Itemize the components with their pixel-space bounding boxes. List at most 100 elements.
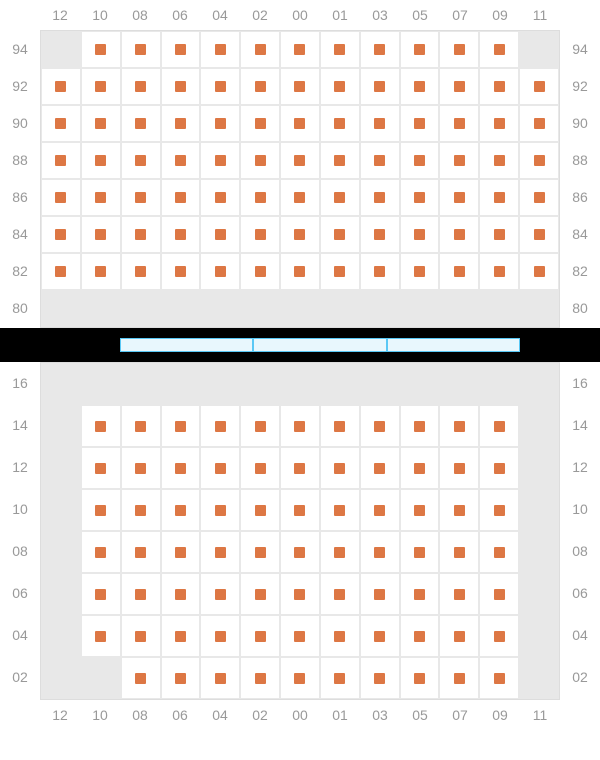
occupied-slot[interactable] (479, 531, 519, 573)
occupied-slot[interactable] (280, 179, 320, 216)
occupied-slot[interactable] (200, 216, 240, 253)
occupied-slot[interactable] (400, 615, 440, 657)
occupied-slot[interactable] (360, 405, 400, 447)
occupied-slot[interactable] (161, 489, 201, 531)
occupied-slot[interactable] (81, 531, 121, 573)
occupied-slot[interactable] (280, 615, 320, 657)
occupied-slot[interactable] (161, 405, 201, 447)
occupied-slot[interactable] (280, 531, 320, 573)
occupied-slot[interactable] (400, 657, 440, 699)
occupied-slot[interactable] (121, 657, 161, 699)
occupied-slot[interactable] (400, 31, 440, 68)
occupied-slot[interactable] (240, 447, 280, 489)
occupied-slot[interactable] (360, 573, 400, 615)
occupied-slot[interactable] (121, 179, 161, 216)
occupied-slot[interactable] (121, 216, 161, 253)
occupied-slot[interactable] (400, 105, 440, 142)
occupied-slot[interactable] (41, 68, 81, 105)
occupied-slot[interactable] (320, 68, 360, 105)
occupied-slot[interactable] (41, 253, 81, 290)
occupied-slot[interactable] (519, 253, 559, 290)
occupied-slot[interactable] (479, 31, 519, 68)
occupied-slot[interactable] (200, 531, 240, 573)
occupied-slot[interactable] (200, 405, 240, 447)
occupied-slot[interactable] (200, 447, 240, 489)
occupied-slot[interactable] (81, 31, 121, 68)
occupied-slot[interactable] (479, 216, 519, 253)
occupied-slot[interactable] (200, 31, 240, 68)
occupied-slot[interactable] (81, 489, 121, 531)
occupied-slot[interactable] (161, 253, 201, 290)
occupied-slot[interactable] (121, 142, 161, 179)
occupied-slot[interactable] (240, 253, 280, 290)
occupied-slot[interactable] (439, 31, 479, 68)
occupied-slot[interactable] (161, 31, 201, 68)
occupied-slot[interactable] (41, 179, 81, 216)
occupied-slot[interactable] (81, 216, 121, 253)
occupied-slot[interactable] (439, 68, 479, 105)
occupied-slot[interactable] (161, 105, 201, 142)
occupied-slot[interactable] (121, 447, 161, 489)
occupied-slot[interactable] (280, 489, 320, 531)
occupied-slot[interactable] (360, 68, 400, 105)
occupied-slot[interactable] (360, 142, 400, 179)
occupied-slot[interactable] (320, 615, 360, 657)
occupied-slot[interactable] (360, 105, 400, 142)
occupied-slot[interactable] (360, 489, 400, 531)
occupied-slot[interactable] (479, 179, 519, 216)
occupied-slot[interactable] (400, 405, 440, 447)
occupied-slot[interactable] (400, 216, 440, 253)
occupied-slot[interactable] (479, 105, 519, 142)
occupied-slot[interactable] (161, 531, 201, 573)
occupied-slot[interactable] (81, 105, 121, 142)
occupied-slot[interactable] (400, 573, 440, 615)
occupied-slot[interactable] (439, 253, 479, 290)
occupied-slot[interactable] (81, 405, 121, 447)
occupied-slot[interactable] (240, 405, 280, 447)
occupied-slot[interactable] (41, 105, 81, 142)
occupied-slot[interactable] (280, 657, 320, 699)
occupied-slot[interactable] (519, 105, 559, 142)
occupied-slot[interactable] (240, 68, 280, 105)
occupied-slot[interactable] (81, 447, 121, 489)
occupied-slot[interactable] (240, 489, 280, 531)
occupied-slot[interactable] (439, 179, 479, 216)
occupied-slot[interactable] (81, 253, 121, 290)
occupied-slot[interactable] (400, 447, 440, 489)
occupied-slot[interactable] (479, 68, 519, 105)
occupied-slot[interactable] (320, 657, 360, 699)
occupied-slot[interactable] (439, 447, 479, 489)
occupied-slot[interactable] (400, 68, 440, 105)
occupied-slot[interactable] (81, 68, 121, 105)
occupied-slot[interactable] (439, 573, 479, 615)
occupied-slot[interactable] (439, 105, 479, 142)
occupied-slot[interactable] (121, 405, 161, 447)
occupied-slot[interactable] (41, 216, 81, 253)
occupied-slot[interactable] (519, 142, 559, 179)
occupied-slot[interactable] (200, 68, 240, 105)
occupied-slot[interactable] (320, 142, 360, 179)
occupied-slot[interactable] (400, 142, 440, 179)
occupied-slot[interactable] (400, 531, 440, 573)
occupied-slot[interactable] (240, 31, 280, 68)
occupied-slot[interactable] (360, 179, 400, 216)
occupied-slot[interactable] (280, 31, 320, 68)
occupied-slot[interactable] (161, 68, 201, 105)
occupied-slot[interactable] (200, 142, 240, 179)
occupied-slot[interactable] (240, 105, 280, 142)
occupied-slot[interactable] (479, 405, 519, 447)
occupied-slot[interactable] (320, 216, 360, 253)
occupied-slot[interactable] (41, 142, 81, 179)
occupied-slot[interactable] (121, 31, 161, 68)
occupied-slot[interactable] (280, 405, 320, 447)
occupied-slot[interactable] (320, 179, 360, 216)
occupied-slot[interactable] (81, 615, 121, 657)
occupied-slot[interactable] (161, 216, 201, 253)
occupied-slot[interactable] (200, 489, 240, 531)
occupied-slot[interactable] (161, 615, 201, 657)
occupied-slot[interactable] (240, 179, 280, 216)
occupied-slot[interactable] (280, 142, 320, 179)
occupied-slot[interactable] (320, 253, 360, 290)
occupied-slot[interactable] (240, 531, 280, 573)
occupied-slot[interactable] (161, 447, 201, 489)
